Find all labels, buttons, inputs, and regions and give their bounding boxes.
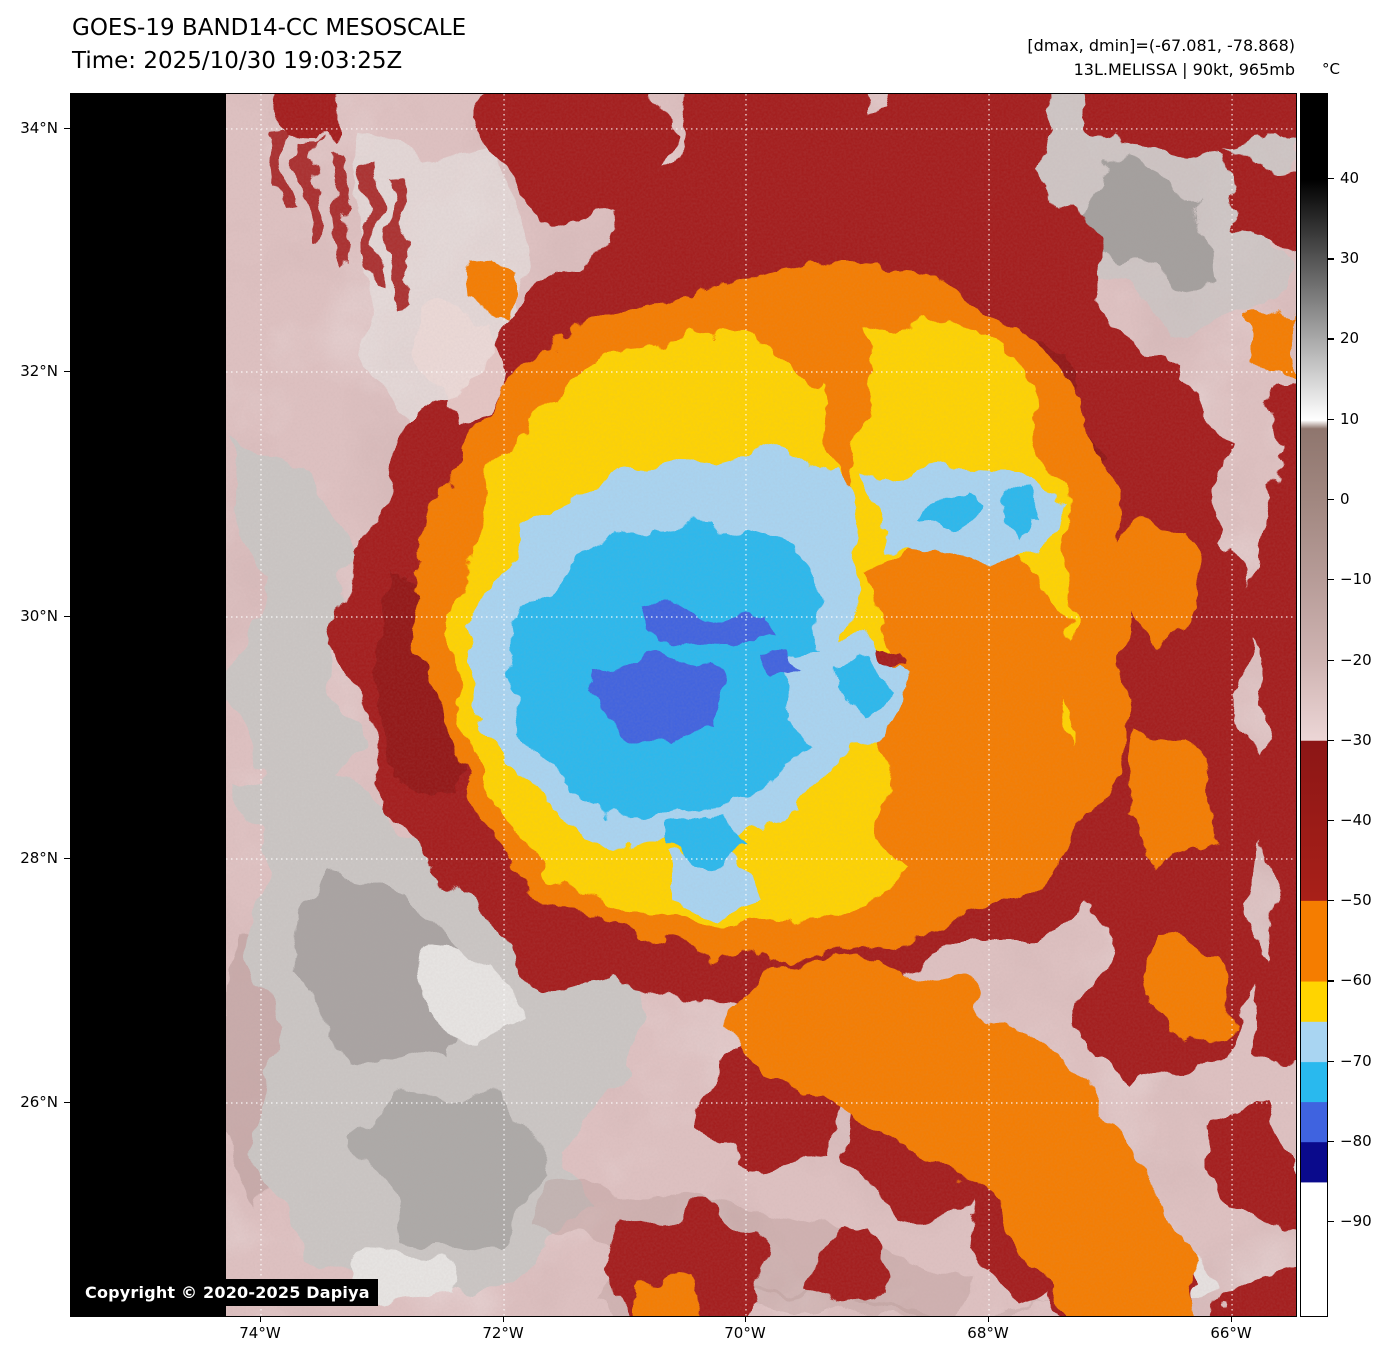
latitude-tick xyxy=(64,371,70,373)
latitude-axis: 34°N 32°N 30°N 28°N 26°N xyxy=(0,0,70,1359)
longitude-label: 66°W xyxy=(1210,1324,1252,1342)
header-left: GOES-19 BAND14-CC MESOSCALE Time: 2025/1… xyxy=(72,12,466,78)
colorbar-tick-label: −20 xyxy=(1340,650,1372,669)
colorbar-tick xyxy=(1328,499,1334,501)
latitude-label: 26°N xyxy=(20,1093,58,1111)
colorbar-tick-label: 20 xyxy=(1340,329,1360,348)
satellite-image xyxy=(71,94,1296,1316)
colorbar-tick xyxy=(1328,659,1334,661)
latitude-tick xyxy=(64,1102,70,1104)
no-data-strip xyxy=(71,94,226,1316)
colorbar-tick xyxy=(1328,418,1334,420)
colorbar-tick-label: −10 xyxy=(1340,570,1372,589)
colorbar-tick-label: 10 xyxy=(1340,409,1360,428)
longitude-tick xyxy=(1231,1316,1233,1322)
colorbar-tick xyxy=(1328,1140,1334,1143)
latitude-label: 34°N xyxy=(20,118,58,137)
header-right: [dmax, dmin]=(-67.081, -78.868) 13L.MELI… xyxy=(1027,34,1295,82)
colorbar-tick xyxy=(1328,739,1334,741)
colorbar-tick-label: 40 xyxy=(1340,169,1360,188)
storm-info: 13L.MELISSA | 90kt, 965mb xyxy=(1073,60,1295,79)
dmax-dmin-readout: [dmax, dmin]=(-67.081, -78.868) xyxy=(1027,36,1295,55)
colorbar-tick-label: −30 xyxy=(1340,730,1372,749)
longitude-tick xyxy=(744,1316,747,1322)
latitude-tick xyxy=(64,616,70,618)
colorbar-tick xyxy=(1328,579,1334,581)
colorbar-tick xyxy=(1328,338,1334,340)
colorbar-tick-label: −50 xyxy=(1340,891,1372,910)
colorbar-tick-label: −40 xyxy=(1340,810,1372,829)
colorbar-unit-label: °C xyxy=(1322,60,1340,78)
colorbar-tick-label: −70 xyxy=(1340,1051,1372,1070)
colorbar-tick xyxy=(1328,1060,1334,1062)
colorbar-tick xyxy=(1328,900,1334,902)
timestamp: Time: 2025/10/30 19:03:25Z xyxy=(72,48,403,74)
longitude-tick xyxy=(259,1316,262,1322)
longitude-label: 72°W xyxy=(482,1324,524,1342)
colorbar-tick-label: 30 xyxy=(1340,249,1360,268)
longitude-axis: 74°W 72°W 70°W 68°W 66°W xyxy=(0,1316,1390,1356)
copyright-label: Copyright © 2020-2025 Dapiya xyxy=(77,1279,378,1306)
colorbar-tick-label: 0 xyxy=(1340,490,1350,509)
longitude-label: 68°W xyxy=(967,1324,1009,1342)
latitude-label: 32°N xyxy=(20,362,58,380)
sensor-grain-overlay xyxy=(71,94,1296,1316)
satellite-map: Copyright © 2020-2025 Dapiya xyxy=(70,93,1297,1317)
graticule-gridlines xyxy=(71,94,1296,1316)
colorbar-tick xyxy=(1328,258,1334,260)
longitude-label: 70°W xyxy=(724,1324,766,1342)
colorbar-tick-label: −60 xyxy=(1340,971,1372,990)
colorbar-tick xyxy=(1328,1221,1334,1223)
temperature-colorbar xyxy=(1300,93,1328,1317)
colorbar-tick xyxy=(1328,178,1334,180)
longitude-tick xyxy=(988,1316,990,1322)
colorbar-tick xyxy=(1328,819,1334,822)
longitude-label: 74°W xyxy=(239,1324,281,1342)
latitude-label: 28°N xyxy=(20,848,58,867)
colorbar-tick xyxy=(1328,980,1334,982)
colorbar-tick-label: −90 xyxy=(1340,1212,1372,1231)
latitude-label: 30°N xyxy=(20,607,58,626)
longitude-tick xyxy=(503,1316,505,1322)
colorbar-tick-label: −80 xyxy=(1340,1131,1372,1150)
latitude-tick xyxy=(64,127,70,130)
latitude-tick xyxy=(64,857,70,860)
product-title: GOES-19 BAND14-CC MESOSCALE xyxy=(72,15,467,41)
